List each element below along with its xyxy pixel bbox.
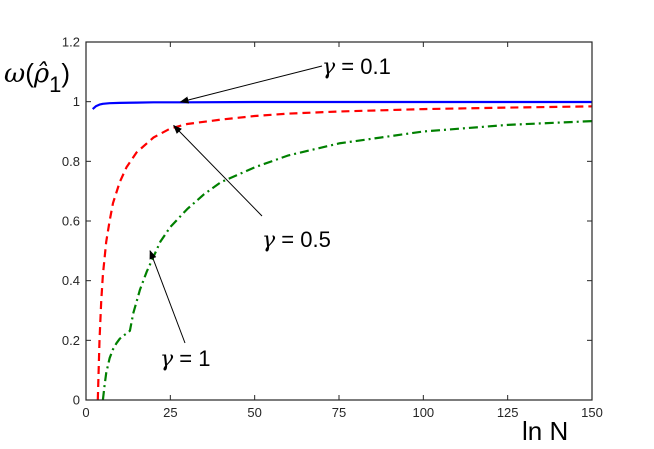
annotation-gamma-1-rest: = 1: [173, 346, 210, 371]
x-tick-label-1: 25: [163, 405, 177, 420]
x-tick-label-4: 100: [412, 405, 434, 420]
y-axis-label: ω(ρ̂1): [4, 58, 70, 97]
y-tick-label-2: 0.4: [62, 273, 80, 288]
y-tick-label-6: 1.2: [62, 35, 80, 50]
annotation-gamma-1-greek: γ: [160, 347, 174, 372]
annotation-arrows: [149, 65, 323, 344]
plot-frame: [85, 41, 593, 401]
y-tick-label-1: 0.2: [62, 333, 80, 348]
x-tick-label-6: 150: [581, 405, 603, 420]
x-axis-label: ln N: [522, 416, 568, 446]
y-tick-label-4: 0.8: [62, 154, 80, 169]
y-tick-label-0: 0: [73, 393, 80, 408]
annotation-arrow-2: [149, 249, 186, 344]
annotation-gamma-0-1-greek: γ: [322, 55, 336, 80]
annotation-arrow-0: [179, 65, 323, 104]
series-layer: [91, 100, 593, 401]
y-axis-label-close-paren: ): [61, 58, 70, 88]
x-tick-label-0: 0: [82, 405, 89, 420]
annotation-gamma-1: γ = 1: [160, 346, 210, 372]
annotation-gamma-0-5-rest: = 0.5: [275, 227, 331, 252]
x-tick-label-5: 125: [497, 405, 519, 420]
y-axis-label-omega: ω: [4, 59, 25, 89]
annotation-gamma-0-5: γ = 0.5: [262, 227, 331, 253]
x-tick-label-3: 75: [332, 405, 346, 420]
y-tick-label-3: 0.6: [62, 214, 80, 229]
annotation-gamma-0-1: γ = 0.1: [322, 54, 391, 80]
annotation-arrow-1: [173, 124, 263, 217]
annotation-gamma-0-5-greek: γ: [262, 228, 276, 253]
y-axis-label-open-paren: (: [25, 58, 34, 88]
series-line-0: [91, 100, 592, 110]
y-axis-label-subscript: 1: [49, 72, 61, 97]
y-tick-label-5: 1: [73, 94, 80, 109]
ticks-layer: 0 25 50 75 100 125 150 0 0.2 0.4 0.6 0.8 1 1.2: [62, 35, 603, 421]
x-tick-label-2: 50: [247, 405, 261, 420]
y-axis-label-rho: ρ̂: [33, 59, 50, 89]
series-line-1: [96, 105, 593, 401]
series-line-2: [101, 120, 593, 401]
annotation-gamma-0-1-rest: = 0.1: [335, 54, 391, 79]
annotation-labels: γ = 0.1 γ = 0.5 γ = 1: [160, 54, 391, 372]
